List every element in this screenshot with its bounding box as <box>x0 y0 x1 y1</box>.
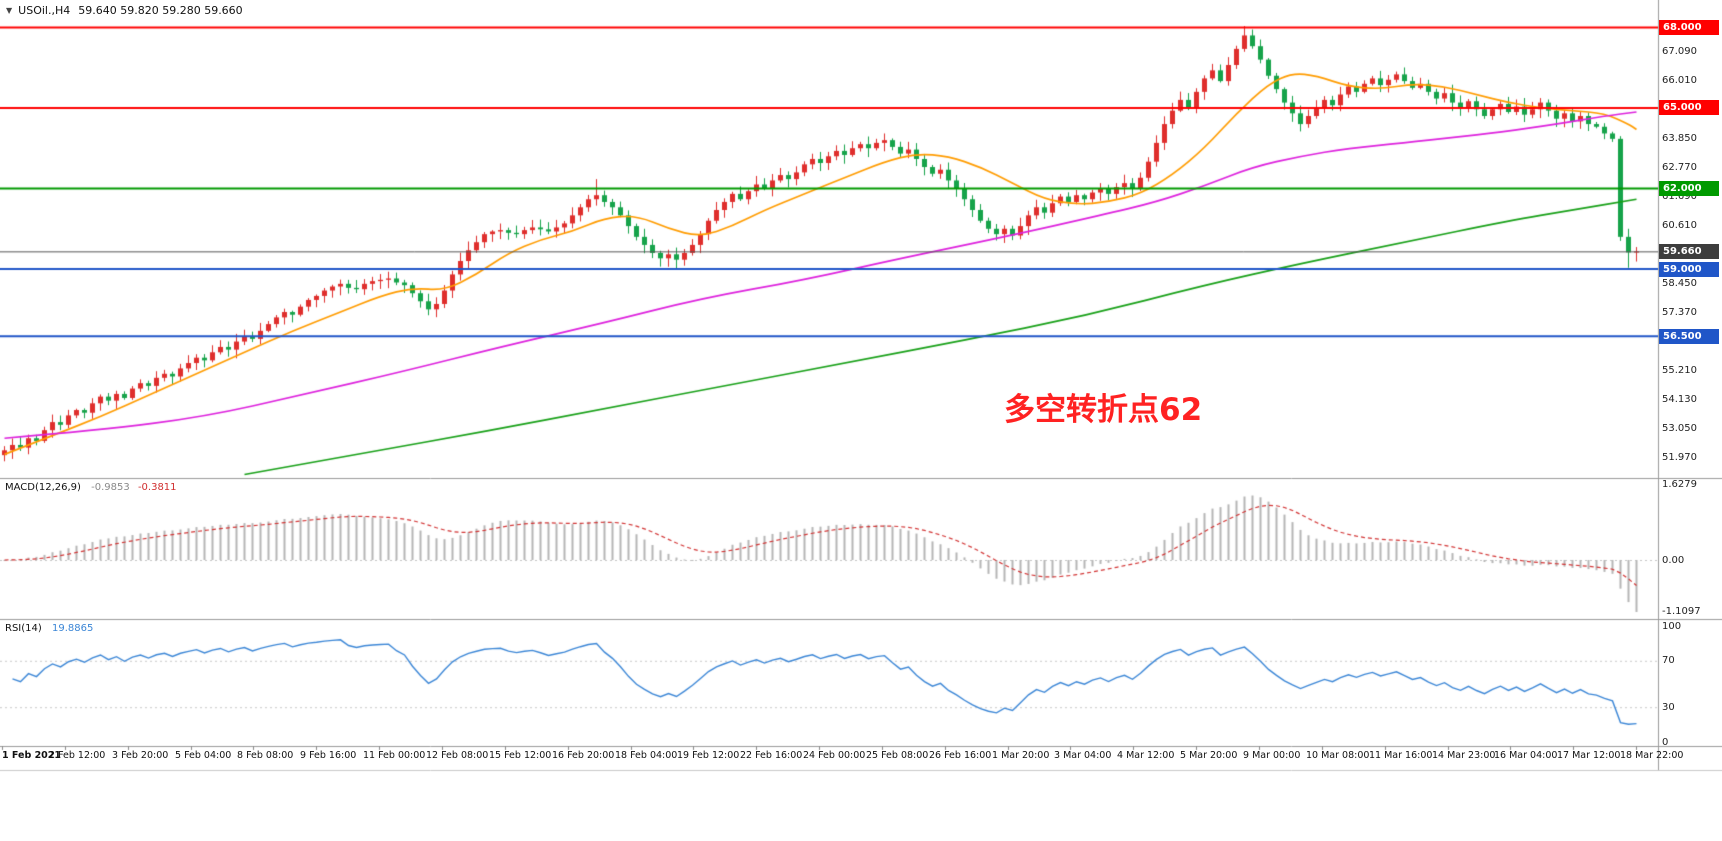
price-level-badge: 62.000 <box>1659 181 1719 196</box>
rsi-axis-label: 70 <box>1662 655 1675 667</box>
rsi-label: RSI(14) 19.8865 <box>5 623 93 634</box>
time-label: 8 Feb 08:00 <box>237 750 294 761</box>
time-label: 11 Mar 16:00 <box>1369 750 1433 761</box>
price-axis-label: 60.610 <box>1662 219 1697 231</box>
rsi-axis-label: 100 <box>1662 620 1682 632</box>
price-axis-label: 66.010 <box>1662 74 1697 86</box>
time-label: 3 Mar 04:00 <box>1054 750 1112 761</box>
symbol-label: USOil.,H4 <box>18 4 71 17</box>
time-label: 1 Mar 20:00 <box>992 750 1050 761</box>
rsi-indicator-name: RSI(14) <box>5 623 42 634</box>
time-label: 10 Mar 08:00 <box>1306 750 1370 761</box>
price-axis-label: 57.370 <box>1662 306 1697 318</box>
price-axis-label: 53.050 <box>1662 422 1697 434</box>
price-axis-label: 63.850 <box>1662 132 1697 144</box>
macd-axis-label: 0.00 <box>1662 554 1685 566</box>
price-axis-label: 67.090 <box>1662 45 1697 57</box>
macd-label: MACD(12,26,9) -0.9853 -0.3811 <box>5 482 177 493</box>
time-label: 18 Mar 22:00 <box>1620 750 1684 761</box>
time-label: 16 Feb 20:00 <box>552 750 615 761</box>
time-label: 5 Feb 04:00 <box>175 750 232 761</box>
time-label: 22 Feb 16:00 <box>740 750 803 761</box>
macd-value-signal: -0.3811 <box>137 482 177 493</box>
time-label: 3 Feb 20:00 <box>112 750 169 761</box>
macd-indicator-name: MACD(12,26,9) <box>5 482 81 493</box>
time-label: 9 Mar 00:00 <box>1243 750 1301 761</box>
time-label: 15 Feb 12:00 <box>489 750 552 761</box>
macd-value-main: -0.9853 <box>91 482 130 493</box>
price-level-badge: 56.500 <box>1659 328 1719 344</box>
time-label: 24 Feb 00:00 <box>803 750 866 761</box>
price-axis-label: 61.690 <box>1662 190 1697 202</box>
time-label: 14 Mar 23:00 <box>1432 750 1496 761</box>
price-level-badge: 68.000 <box>1659 19 1719 35</box>
price-axis-label: 51.970 <box>1662 451 1697 463</box>
time-label: 17 Mar 12:00 <box>1557 750 1621 761</box>
time-label: 26 Feb 16:00 <box>929 750 992 761</box>
time-label: 4 Mar 12:00 <box>1117 750 1175 761</box>
rsi-axis-label: 0 <box>1662 736 1669 748</box>
price-axis-label: 62.770 <box>1662 161 1697 173</box>
macd-axis-label: -1.1097 <box>1662 605 1701 617</box>
current-price-badge: 59.660 <box>1659 243 1719 259</box>
time-label: 25 Feb 08:00 <box>866 750 929 761</box>
time-label: 12 Feb 08:00 <box>426 750 489 761</box>
time-label: 18 Feb 04:00 <box>615 750 678 761</box>
price-axis-label: 54.130 <box>1662 393 1697 405</box>
rsi-axis-label: 30 <box>1662 701 1675 713</box>
ohlc-quote: 59.640 59.820 59.280 59.660 <box>78 4 243 17</box>
price-level-badge: 65.000 <box>1659 100 1719 116</box>
chart-header: ▼ USOil.,H4 59.640 59.820 59.280 59.660 <box>6 4 243 17</box>
annotation-text[interactable]: 多空转折点62 <box>1004 392 1203 428</box>
time-label: 1 Feb 2021 <box>2 750 62 761</box>
time-label: 11 Feb 00:00 <box>363 750 426 761</box>
rsi-value: 19.8865 <box>51 623 94 634</box>
macd-axis-label: 1.6279 <box>1662 479 1697 491</box>
price-level-badge: 59.000 <box>1659 261 1719 277</box>
dropdown-arrow-icon[interactable]: ▼ <box>6 6 13 15</box>
time-label: 19 Feb 12:00 <box>677 750 740 761</box>
time-label: 16 Mar 04:00 <box>1494 750 1558 761</box>
time-label: 2 Feb 12:00 <box>49 750 106 761</box>
time-label: 9 Feb 16:00 <box>300 750 357 761</box>
price-axis-label: 55.210 <box>1662 364 1697 376</box>
price-axis-label: 58.450 <box>1662 277 1697 289</box>
time-label: 5 Mar 20:00 <box>1180 750 1238 761</box>
